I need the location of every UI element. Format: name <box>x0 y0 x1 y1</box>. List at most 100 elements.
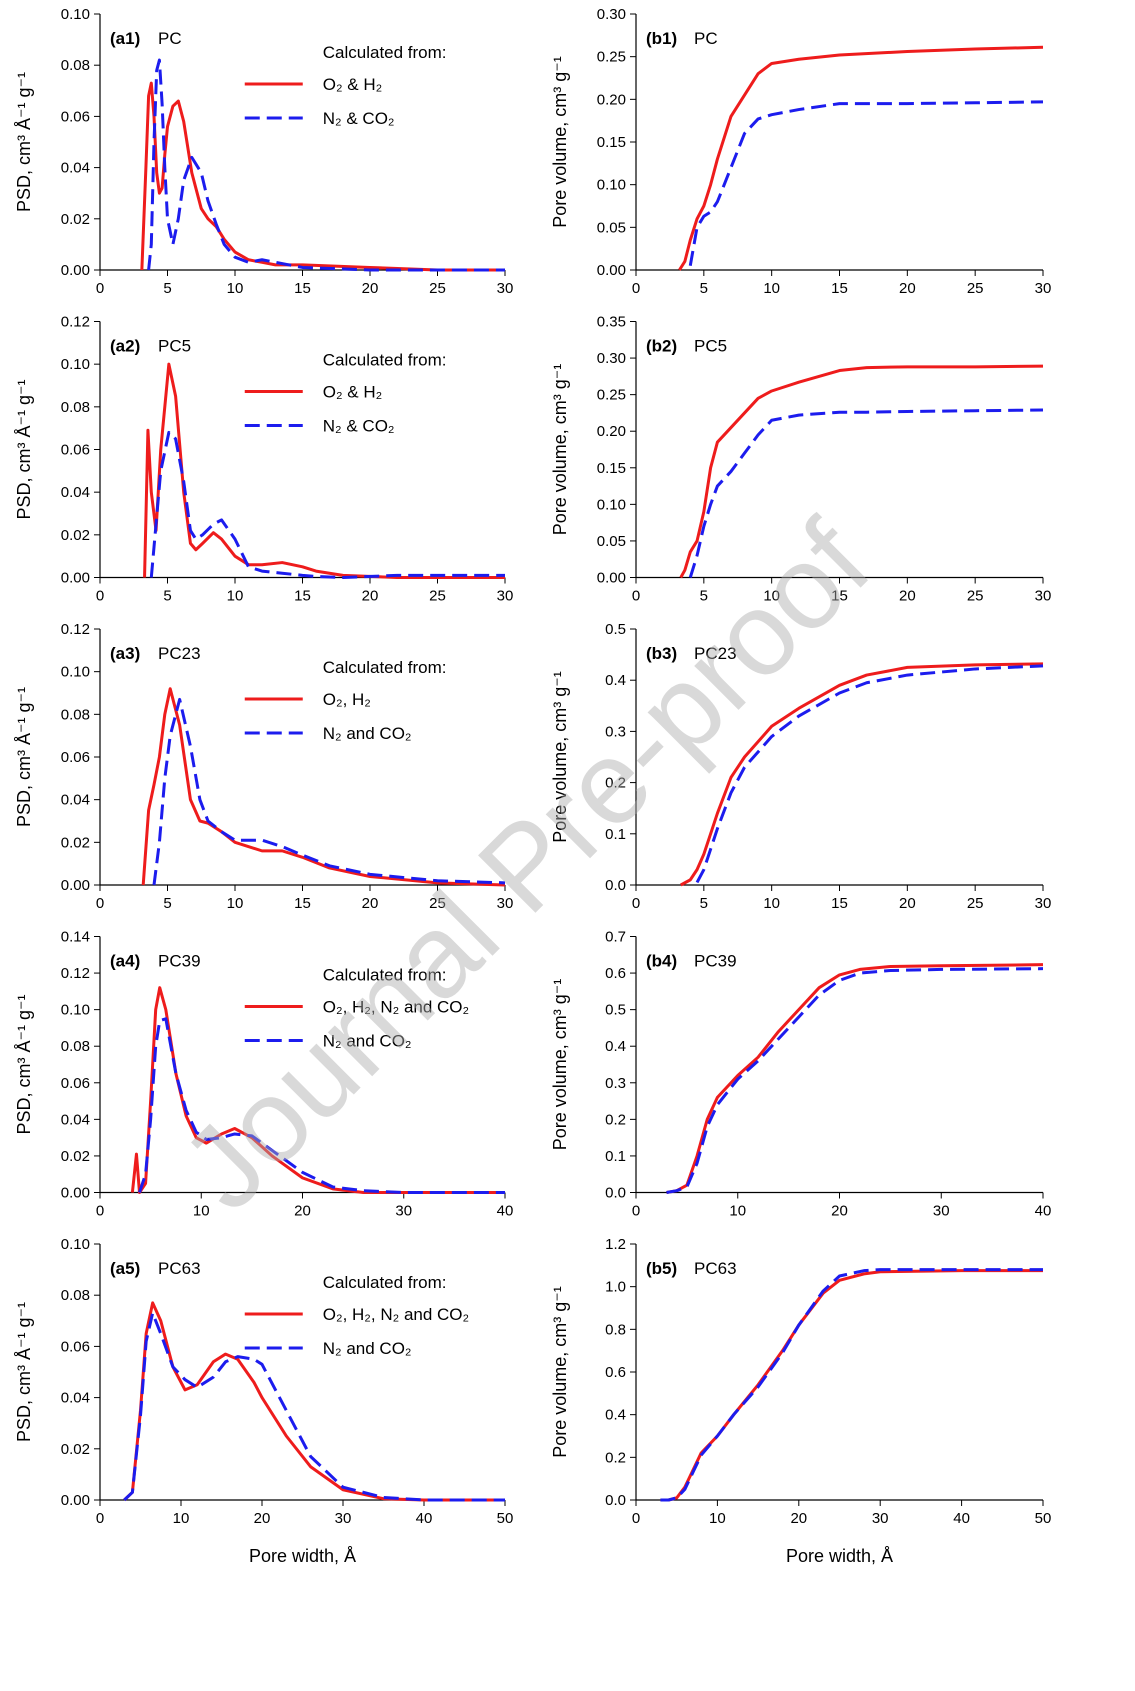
panel-title: PC39 <box>694 952 737 971</box>
panel: 0.00 0.02 0.04 0.06 0.08 0.10 0.12 0.14 0 10 20 30 4… <box>14 929 513 1220</box>
y-tick-label: 0.00 <box>61 262 90 279</box>
legend-title: Calculated from: <box>323 351 447 370</box>
x-tick-label: 25 <box>967 280 984 297</box>
legend-label: O₂, H₂ <box>323 690 371 709</box>
y-tick-label: 0.06 <box>61 749 90 766</box>
panel: 0.00 0.05 0.10 0.15 0.20 0.25 0.30 0.35 0 5 10 15 20… <box>550 314 1051 605</box>
y-axis-label: Pore volume, cm³ g⁻¹ <box>550 979 570 1151</box>
y-tick-label: 0.08 <box>61 1038 90 1055</box>
x-tick-label: 25 <box>967 895 984 912</box>
y-tick-label: 0.00 <box>61 877 90 894</box>
y-tick-label: 0.1 <box>605 1148 626 1165</box>
y-tick-label: 0.7 <box>605 929 626 946</box>
y-tick-label: 0.06 <box>61 442 90 459</box>
y-tick-label: 0.0 <box>605 877 626 894</box>
y-tick-label: 0.20 <box>597 91 626 108</box>
x-tick-label: 5 <box>700 280 708 297</box>
y-tick-label: 0.06 <box>61 1338 90 1355</box>
panel-title: PC <box>694 29 718 48</box>
y-axis-label: PSD, cm³ Å⁻¹ g⁻¹ <box>14 72 34 212</box>
x-tick-label: 0 <box>632 1510 640 1527</box>
y-tick-label: 0.4 <box>605 1407 626 1424</box>
y-tick-label: 0.15 <box>597 134 626 151</box>
y-tick-label: 0.10 <box>61 1236 90 1253</box>
x-tick-label: 0 <box>632 895 640 912</box>
panel-title: PC5 <box>158 337 191 356</box>
y-axis-label: Pore volume, cm³ g⁻¹ <box>550 364 570 536</box>
legend-title: Calculated from: <box>323 658 447 677</box>
series-line <box>147 58 505 272</box>
y-tick-label: 0.6 <box>605 965 626 982</box>
y-tick-label: 0.05 <box>597 219 626 236</box>
y-tick-label: 0.20 <box>597 423 626 440</box>
series-line <box>130 986 505 1194</box>
panel-label: (a4) <box>110 952 140 971</box>
y-tick-label: 0.08 <box>61 1287 90 1304</box>
series-line <box>149 430 505 579</box>
x-tick-label: 40 <box>1035 1203 1052 1220</box>
y-tick-label: 0.25 <box>597 387 626 404</box>
panel-title: PC <box>158 29 182 48</box>
y-tick-label: 0.06 <box>61 1075 90 1092</box>
x-tick-label: 10 <box>729 1203 746 1220</box>
y-tick-label: 0.02 <box>61 211 90 228</box>
panel: 0.00 0.02 0.04 0.06 0.08 0.10 0.12 0 5 10 15 20 25 30… <box>14 314 513 605</box>
legend-title: Calculated from: <box>323 1273 447 1292</box>
x-tick-label: 5 <box>700 588 708 605</box>
x-tick-label: 15 <box>294 280 311 297</box>
y-tick-label: 0.2 <box>605 1449 626 1466</box>
legend-label: N₂ and CO₂ <box>323 724 412 743</box>
x-tick-label: 25 <box>967 588 984 605</box>
x-tick-label: 10 <box>709 1510 726 1527</box>
x-tick-label: 10 <box>173 1510 190 1527</box>
x-tick-label: 0 <box>96 895 104 912</box>
x-tick-label: 30 <box>497 895 514 912</box>
y-tick-label: 0.35 <box>597 314 626 331</box>
y-tick-label: 0.10 <box>61 356 90 373</box>
y-tick-label: 0.0 <box>605 1185 626 1202</box>
y-tick-label: 0.12 <box>61 314 90 331</box>
y-tick-label: 0.25 <box>597 49 626 66</box>
y-tick-label: 0.8 <box>605 1321 626 1338</box>
y-tick-label: 0.04 <box>61 1111 90 1128</box>
x-tick-label: 30 <box>1035 280 1052 297</box>
x-tick-label: 40 <box>497 1203 514 1220</box>
x-tick-label: 0 <box>632 1203 640 1220</box>
x-tick-label: 30 <box>395 1203 412 1220</box>
legend-label: N₂ and CO₂ <box>323 1032 412 1051</box>
legend-title: Calculated from: <box>323 43 447 62</box>
x-tick-label: 25 <box>429 895 446 912</box>
x-tick-label: 20 <box>899 588 916 605</box>
legend-label: O₂, H₂, N₂ and CO₂ <box>323 998 469 1017</box>
x-tick-label: 0 <box>632 588 640 605</box>
y-tick-label: 0.04 <box>61 484 90 501</box>
series-line <box>695 664 1044 884</box>
series-line <box>660 1269 1043 1502</box>
y-tick-label: 0.08 <box>61 399 90 416</box>
y-tick-label: 0.10 <box>597 496 626 513</box>
y-tick-label: 0.02 <box>61 834 90 851</box>
panel-label: (b4) <box>646 952 677 971</box>
panel: 0.0 0.2 0.4 0.6 0.8 1.0 1.2 0 10 20 30 40 50 Pore vol… <box>550 1236 1051 1566</box>
y-tick-label: 0.4 <box>605 672 626 689</box>
x-tick-label: 10 <box>227 588 244 605</box>
x-tick-label: 25 <box>429 280 446 297</box>
series-line <box>152 697 506 886</box>
x-tick-label: 10 <box>763 895 780 912</box>
panel: 0.0 0.1 0.2 0.3 0.4 0.5 0.6 0.7 0 10 20 30 40 Pore vo… <box>550 929 1051 1220</box>
x-tick-label: 15 <box>294 588 311 605</box>
x-tick-label: 20 <box>899 895 916 912</box>
y-tick-label: 0.3 <box>605 723 626 740</box>
legend-label: O₂, H₂, N₂ and CO₂ <box>323 1305 469 1324</box>
x-tick-label: 20 <box>831 1203 848 1220</box>
y-axis-label: PSD, cm³ Å⁻¹ g⁻¹ <box>14 1302 34 1442</box>
x-tick-label: 20 <box>362 280 379 297</box>
y-tick-label: 0.00 <box>61 1185 90 1202</box>
y-axis-label: Pore volume, cm³ g⁻¹ <box>550 1286 570 1458</box>
x-tick-label: 0 <box>96 1510 104 1527</box>
panel-label: (b2) <box>646 337 677 356</box>
legend-label: N₂ & CO₂ <box>323 417 395 436</box>
panel: 0.00 0.02 0.04 0.06 0.08 0.10 0.12 0 5 10 15 20 25 30… <box>14 621 513 912</box>
x-tick-label: 50 <box>1035 1510 1052 1527</box>
